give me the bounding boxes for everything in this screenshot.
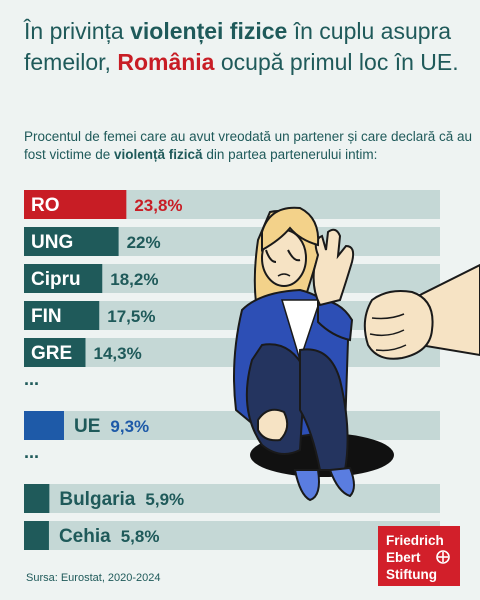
category-label: Bulgaria [59,489,135,510]
bar-bulgaria [24,484,50,513]
illustration-woman-fist [233,206,480,502]
bar-series: ...... RO 23,8% UNG 22% Cipru 18,2% FIN 17,5% GRE… [24,190,184,550]
category-label: FIN [31,306,62,327]
bar-ue [24,411,64,440]
value-label: 5,8% [121,527,160,546]
eyes-shape [265,249,301,263]
value-label: 22% [127,233,161,252]
value-label: 14,3% [93,344,141,363]
headline-bold-text: violenței fizice [130,18,288,44]
logo-line-2: Ebert [386,550,421,565]
value-label: 9,3% [110,417,149,436]
category-label: UNG [31,232,73,253]
subtitle-bold-text: violență fizică [114,147,203,162]
category-label: UE [74,416,100,437]
category-label: Cipru [31,269,81,290]
shoe-right-shape [328,466,355,498]
bar-track [24,484,440,513]
value-label: 5,9% [145,490,184,509]
subtitle-text-2: din partea partenerului intim: [202,147,378,162]
fist-lines [369,313,407,352]
fes-logo-icon [436,550,450,564]
category-label: RO [31,195,60,216]
fist-shape [363,290,434,360]
mouth-shape [277,273,291,277]
gap-ellipsis: ... [24,369,39,389]
shoe-left-shape [293,469,320,502]
value-label: 23,8% [134,196,182,215]
headline-text: În privința [24,18,131,44]
leg-right-shape [299,348,349,471]
bar-gre [24,338,86,367]
bar-fin [24,301,100,330]
logo-line-3: Stiftung [386,567,437,582]
source-note: Sursa: Eurostat, 2020-2024 [26,572,161,584]
bar-ung [24,227,119,256]
subtitle-text: Procentul de femei care au avut vreodată… [24,129,473,162]
category-label: GRE [31,343,72,364]
bar-ro [24,190,127,219]
headline-romania-text: România [117,49,215,75]
headline: În privința violenței fizice în cuplu as… [24,16,464,78]
hand-knee-shape [257,408,289,442]
bar-track [24,411,440,440]
headline-text-3: ocupă primul loc în UE. [214,49,459,75]
bar-cehia [24,521,49,550]
bar-cipru [24,264,103,293]
chart-subtitle: Procentul de femei care au avut vreodată… [24,128,474,164]
shirt-shape [280,299,322,363]
hair-front-shape [261,206,320,252]
logo-line-1: Friedrich [386,533,444,548]
gap-ellipsis: ... [24,442,39,462]
bar-track [24,521,440,550]
category-label: Cehia [59,526,111,547]
value-label: 18,2% [110,270,158,289]
fes-logo: Friedrich Ebert Stiftung [378,526,460,586]
value-label: 17,5% [107,307,155,326]
raised-hand-shape [312,228,355,307]
headline-text-2: în cuplu asupra femeilor, [24,18,451,75]
